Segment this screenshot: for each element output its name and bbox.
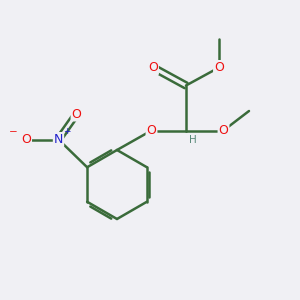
Text: −: − [8, 127, 17, 137]
Text: H: H [189, 135, 196, 145]
Text: N: N [54, 133, 63, 146]
Text: O: O [148, 61, 158, 74]
Text: O: O [21, 133, 31, 146]
Text: O: O [72, 107, 81, 121]
Text: O: O [214, 61, 224, 74]
Text: +: + [63, 127, 71, 136]
Text: O: O [147, 124, 156, 137]
Text: O: O [219, 124, 228, 137]
